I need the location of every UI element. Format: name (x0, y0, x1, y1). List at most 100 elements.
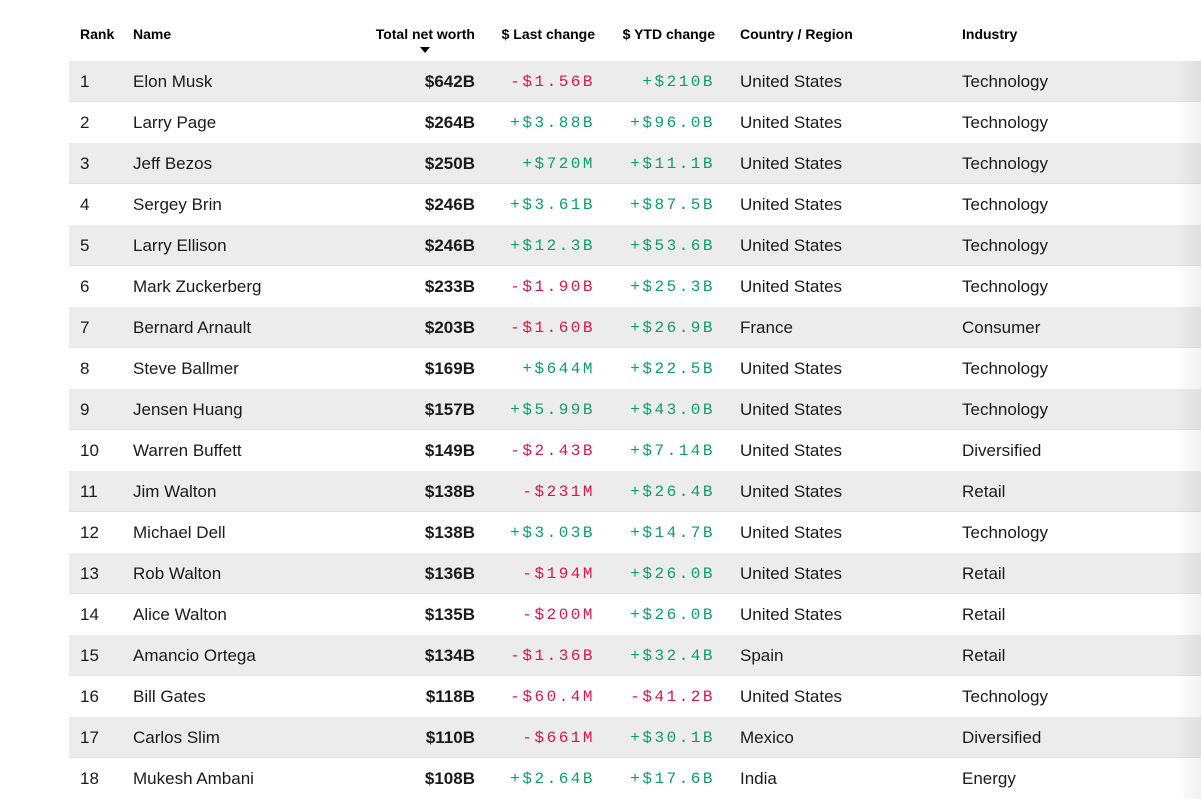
table-row[interactable]: 3 Jeff Bezos $250B +$720M +$11.1B United… (69, 143, 1201, 184)
name-cell: Steve Ballmer (133, 359, 239, 378)
table-row[interactable]: 13 Rob Walton $136B -$194M +$26.0B Unite… (69, 553, 1201, 594)
name-cell: Larry Page (133, 113, 217, 132)
country-cell: United States (740, 277, 843, 296)
table-row[interactable]: 11 Jim Walton $138B -$231M +$26.4B Unite… (69, 471, 1201, 512)
ytd-change-cell: +$210B (642, 72, 715, 91)
ytd-change-cell: +$22.5B (630, 359, 715, 378)
ytd-change-cell: +$25.3B (630, 277, 715, 296)
industry-cell: Technology (962, 195, 1049, 214)
ytd-change-cell: +$17.6B (630, 769, 715, 788)
industry-cell: Technology (962, 523, 1049, 542)
ytd-change-cell: +$30.1B (630, 728, 715, 747)
table-row[interactable]: 16 Bill Gates $118B -$60.4M -$41.2B Unit… (69, 676, 1201, 717)
ytd-change-cell: +$14.7B (630, 523, 715, 542)
industry-cell: Technology (962, 687, 1049, 706)
industry-cell: Retail (962, 605, 1006, 624)
name-cell: Bernard Arnault (133, 318, 252, 337)
industry-cell: Technology (962, 154, 1049, 173)
header-net-worth[interactable]: Total net worth (372, 26, 475, 53)
table-row[interactable]: 12 Michael Dell $138B +$3.03B +$14.7B Un… (69, 512, 1201, 553)
net-worth-cell: $138B (424, 523, 475, 542)
table-row[interactable]: 17 Carlos Slim $110B -$661M +$30.1B Mexi… (69, 717, 1201, 758)
rank-cell: 18 (80, 769, 99, 788)
ytd-change-cell: +$26.4B (630, 482, 715, 501)
name-cell: Carlos Slim (133, 728, 220, 747)
last-change-cell: -$231M (522, 482, 595, 501)
last-change-cell: -$60.4M (510, 687, 595, 706)
rank-cell: 14 (80, 605, 99, 624)
industry-cell: Retail (962, 564, 1006, 583)
header-name[interactable]: Name (133, 26, 172, 42)
rank-cell: 6 (80, 277, 90, 296)
industry-cell: Technology (962, 400, 1049, 419)
last-change-cell: +$12.3B (510, 236, 595, 255)
industry-cell: Technology (962, 359, 1049, 378)
name-cell: Alice Walton (133, 605, 227, 624)
net-worth-cell: $246B (424, 195, 475, 214)
last-change-cell: -$1.90B (510, 277, 595, 296)
table-row[interactable]: 10 Warren Buffett $149B -$2.43B +$7.14B … (69, 430, 1201, 471)
table-row[interactable]: 4 Sergey Brin $246B +$3.61B +$87.5B Unit… (69, 184, 1201, 225)
table-row[interactable]: 1 Elon Musk $642B -$1.56B +$210B United … (69, 61, 1201, 102)
name-cell: Amancio Ortega (133, 646, 256, 665)
industry-cell: Diversified (962, 728, 1042, 747)
table-row[interactable]: 2 Larry Page $264B +$3.88B +$96.0B Unite… (69, 102, 1201, 143)
header-ytd-change[interactable]: $ YTD change (622, 26, 715, 42)
last-change-cell: +$644M (522, 359, 595, 378)
net-worth-cell: $642B (424, 72, 475, 91)
net-worth-cell: $169B (424, 359, 475, 378)
header-country[interactable]: Country / Region (740, 26, 853, 42)
last-change-cell: +$3.88B (510, 113, 595, 132)
table-row[interactable]: 15 Amancio Ortega $134B -$1.36B +$32.4B … (69, 635, 1201, 676)
rank-cell: 9 (80, 400, 90, 419)
rank-cell: 7 (80, 318, 90, 337)
name-cell: Larry Ellison (133, 236, 227, 255)
rank-cell: 4 (80, 195, 90, 214)
ytd-change-cell: +$53.6B (630, 236, 715, 255)
name-cell: Jensen Huang (133, 400, 243, 419)
table-row[interactable]: 5 Larry Ellison $246B +$12.3B +$53.6B Un… (69, 225, 1201, 266)
rank-cell: 11 (80, 482, 98, 501)
name-cell: Mukesh Ambani (133, 769, 254, 788)
ytd-change-cell: +$32.4B (630, 646, 715, 665)
header-industry[interactable]: Industry (962, 26, 1018, 42)
net-worth-cell: $149B (424, 441, 475, 460)
net-worth-cell: $134B (424, 646, 475, 665)
table-row[interactable]: 18 Mukesh Ambani $108B +$2.64B +$17.6B I… (69, 758, 1201, 799)
net-worth-cell: $110B (425, 728, 475, 747)
net-worth-cell: $203B (424, 318, 475, 337)
country-cell: United States (740, 236, 843, 255)
name-cell: Bill Gates (133, 687, 206, 706)
rank-cell: 8 (80, 359, 90, 378)
rank-cell: 3 (80, 154, 90, 173)
country-cell: United States (740, 687, 843, 706)
ytd-change-cell: +$26.0B (630, 564, 715, 583)
country-cell: United States (740, 72, 843, 91)
last-change-cell: -$2.43B (510, 441, 595, 460)
table-row[interactable]: 6 Mark Zuckerberg $233B -$1.90B +$25.3B … (69, 266, 1201, 307)
country-cell: United States (740, 564, 843, 583)
header-last-change[interactable]: $ Last change (501, 26, 595, 42)
rank-cell: 5 (80, 236, 90, 255)
country-cell: United States (740, 400, 843, 419)
table-row[interactable]: 14 Alice Walton $135B -$200M +$26.0B Uni… (69, 594, 1201, 635)
header-rank[interactable]: Rank (80, 26, 115, 42)
ytd-change-cell: +$43.0B (630, 400, 715, 419)
industry-cell: Diversified (962, 441, 1042, 460)
net-worth-cell: $250B (424, 154, 475, 173)
country-cell: Spain (740, 646, 784, 665)
rank-cell: 13 (80, 564, 99, 583)
name-cell: Mark Zuckerberg (133, 277, 262, 296)
rank-cell: 1 (80, 72, 90, 91)
name-cell: Jeff Bezos (133, 154, 213, 173)
country-cell: United States (740, 113, 843, 132)
table-row[interactable]: 8 Steve Ballmer $169B +$644M +$22.5B Uni… (69, 348, 1201, 389)
table-header-row: Rank Name Total net worth $ Last change … (69, 0, 1201, 61)
last-change-cell: +$720M (522, 154, 595, 173)
table-row[interactable]: 9 Jensen Huang $157B +$5.99B +$43.0B Uni… (69, 389, 1201, 430)
table-row[interactable]: 7 Bernard Arnault $203B -$1.60B +$26.9B … (69, 307, 1201, 348)
ytd-change-cell: +$11.1B (630, 154, 715, 173)
net-worth-cell: $136B (424, 564, 475, 583)
ytd-change-cell: +$26.9B (630, 318, 715, 337)
